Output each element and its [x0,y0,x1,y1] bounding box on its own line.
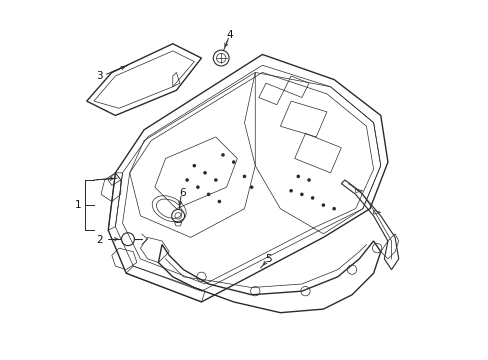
Circle shape [332,207,335,211]
Circle shape [206,193,210,196]
Text: 1: 1 [75,200,81,210]
Text: 5: 5 [265,254,272,264]
Text: 2: 2 [96,235,102,245]
Circle shape [296,175,300,178]
Circle shape [249,185,253,189]
Circle shape [242,175,246,178]
Text: 6: 6 [179,188,185,198]
Circle shape [310,196,314,200]
Circle shape [214,178,217,182]
Circle shape [203,171,206,175]
Circle shape [185,178,188,182]
Circle shape [221,153,224,157]
Circle shape [300,193,303,196]
Circle shape [217,200,221,203]
Circle shape [321,203,325,207]
Text: 3: 3 [96,71,102,81]
Circle shape [289,189,292,193]
Circle shape [306,178,310,182]
Circle shape [192,164,196,167]
Circle shape [196,185,199,189]
Text: 4: 4 [226,30,233,40]
Circle shape [231,160,235,164]
